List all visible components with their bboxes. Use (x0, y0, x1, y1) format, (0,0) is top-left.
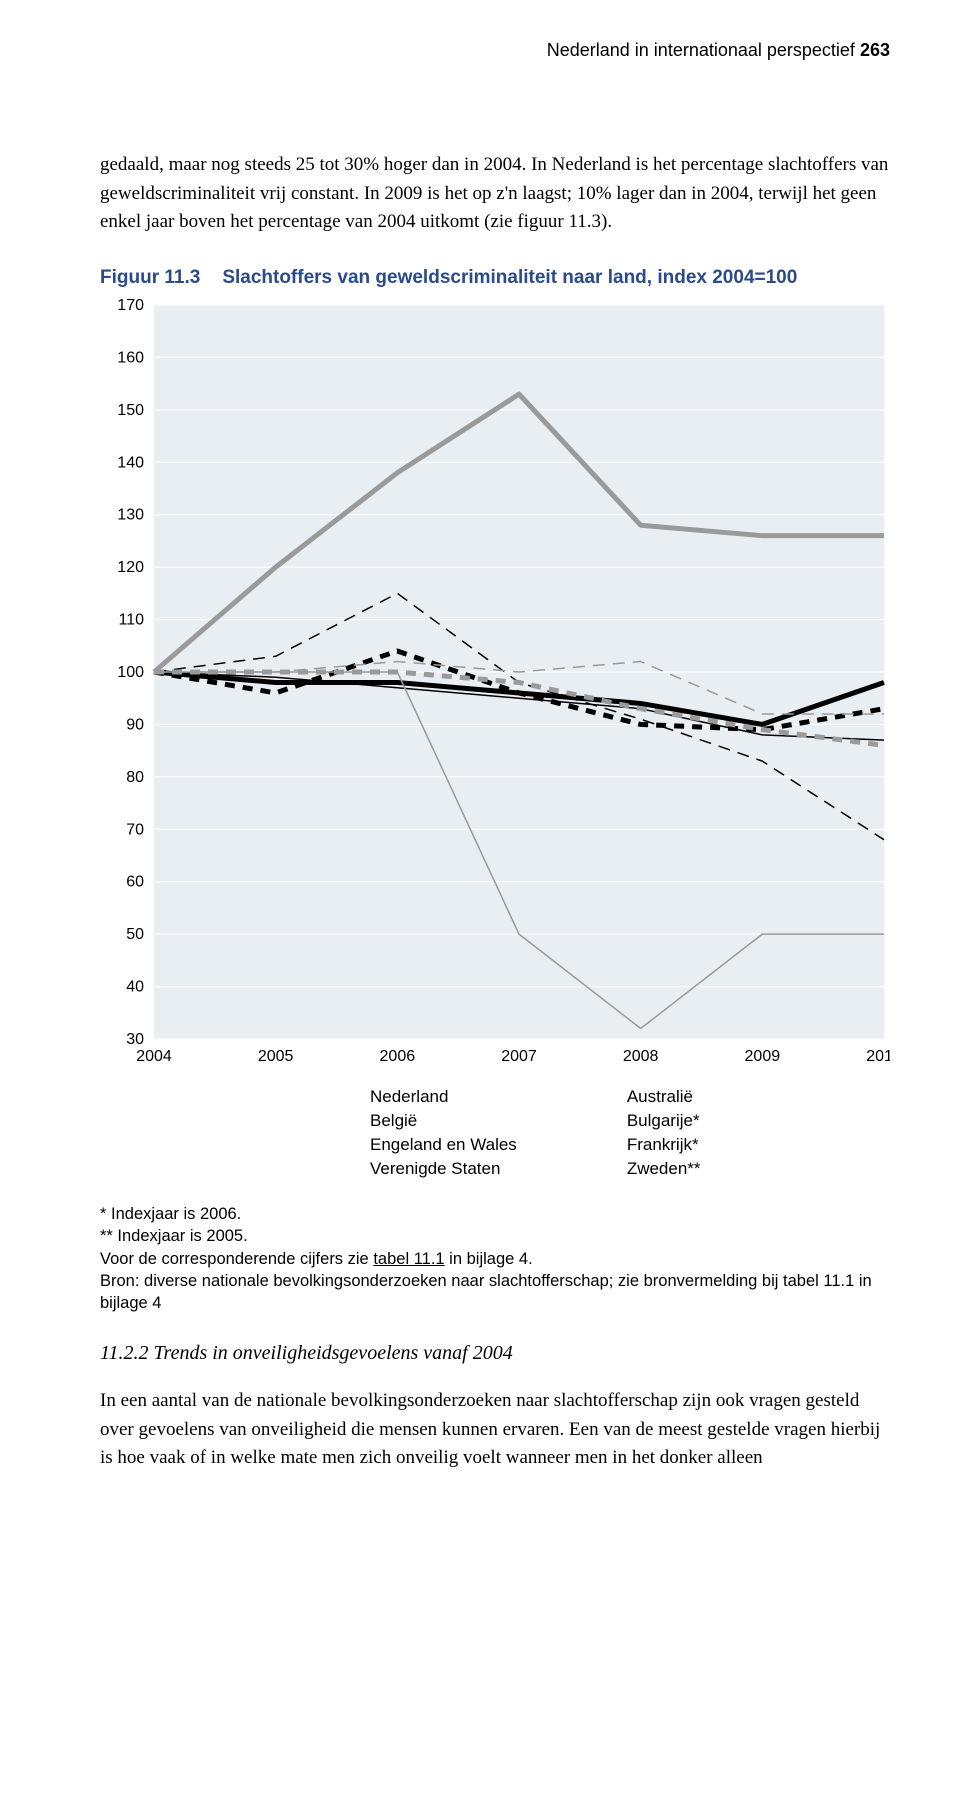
svg-text:120: 120 (117, 559, 144, 576)
svg-text:2004: 2004 (136, 1048, 172, 1065)
svg-text:2010: 2010 (866, 1048, 890, 1065)
legend-item: Zweden** (577, 1159, 701, 1179)
svg-text:100: 100 (117, 664, 144, 681)
svg-text:80: 80 (126, 769, 144, 786)
legend-swatch (320, 1096, 360, 1099)
legend-label: Bulgarije* (627, 1111, 700, 1131)
svg-text:60: 60 (126, 874, 144, 891)
footnote-2: ** Indexjaar is 2005. (100, 1225, 890, 1247)
body-paragraph-1: gedaald, maar nog steeds 25 tot 30% hoge… (100, 151, 890, 237)
svg-text:70: 70 (126, 821, 144, 838)
svg-text:30: 30 (126, 1031, 144, 1048)
legend-item: Frankrijk* (577, 1135, 701, 1155)
svg-text:2009: 2009 (745, 1048, 781, 1065)
legend-item: Australië (577, 1087, 701, 1107)
legend-label: België (370, 1111, 417, 1131)
legend-label: Verenigde Staten (370, 1159, 500, 1179)
body-paragraph-2: In een aantal van de nationale bevolking… (100, 1387, 890, 1473)
legend-swatch (320, 1120, 360, 1123)
svg-text:160: 160 (117, 350, 144, 367)
svg-text:2006: 2006 (380, 1048, 416, 1065)
svg-text:110: 110 (118, 612, 144, 629)
svg-text:2007: 2007 (501, 1048, 537, 1065)
svg-text:170: 170 (117, 299, 144, 314)
legend-label: Frankrijk* (627, 1135, 699, 1155)
figure-number: Figuur 11.3 (100, 265, 200, 292)
figure-caption: Slachtoffers van geweldscriminaliteit na… (222, 265, 797, 292)
legend-label: Zweden** (627, 1159, 701, 1179)
line-chart: 30 40 50 60 70 80 90 100 110 120 130 140 150 160 170 20… (100, 299, 890, 1069)
section-heading: 11.2.2 Trends in onveiligheidsgevoelens … (100, 1342, 890, 1365)
legend-column-1: Nederland België Engeland en Wales Verenigd… (320, 1087, 517, 1179)
chart-legend: Nederland België Engeland en Wales Verenigd… (320, 1087, 890, 1179)
legend-swatch (320, 1144, 360, 1147)
page-number: 263 (860, 40, 890, 60)
svg-text:2005: 2005 (258, 1048, 294, 1065)
footnote-1: * Indexjaar is 2006. (100, 1203, 890, 1225)
legend-label: Engeland en Wales (370, 1135, 517, 1155)
legend-swatch (320, 1168, 360, 1171)
svg-text:150: 150 (117, 402, 144, 419)
legend-swatch (577, 1120, 617, 1123)
footnote-source: Bron: diverse nationale bevolkingsonderz… (100, 1270, 890, 1315)
svg-text:50: 50 (126, 926, 144, 943)
svg-text:40: 40 (126, 979, 144, 996)
running-title: Nederland in internationaal perspectief (547, 40, 855, 60)
legend-item: België (320, 1111, 517, 1131)
svg-text:2008: 2008 (623, 1048, 659, 1065)
figure-title: Figuur 11.3 Slachtoffers van geweldscrim… (100, 265, 890, 292)
table-reference-link: tabel 11.1 (373, 1250, 444, 1268)
legend-item: Bulgarije* (577, 1111, 701, 1131)
svg-text:90: 90 (126, 717, 144, 734)
svg-text:140: 140 (117, 454, 144, 471)
legend-label: Nederland (370, 1087, 448, 1107)
legend-swatch (577, 1168, 617, 1171)
figure-footnotes: * Indexjaar is 2006. ** Indexjaar is 200… (100, 1203, 890, 1314)
legend-swatch (577, 1144, 617, 1147)
legend-item: Engeland en Wales (320, 1135, 517, 1155)
legend-item: Verenigde Staten (320, 1159, 517, 1179)
running-header: Nederland in internationaal perspectief … (100, 40, 890, 61)
legend-column-2: Australië Bulgarije* Frankrijk* Zweden** (577, 1087, 701, 1179)
chart-svg: 30 40 50 60 70 80 90 100 110 120 130 140 150 160 170 20… (100, 299, 890, 1069)
legend-swatch (577, 1096, 617, 1099)
legend-item: Nederland (320, 1087, 517, 1107)
svg-text:130: 130 (117, 507, 144, 524)
footnote-3: Voor de corresponderende cijfers zie tab… (100, 1248, 890, 1270)
legend-label: Australië (627, 1087, 693, 1107)
